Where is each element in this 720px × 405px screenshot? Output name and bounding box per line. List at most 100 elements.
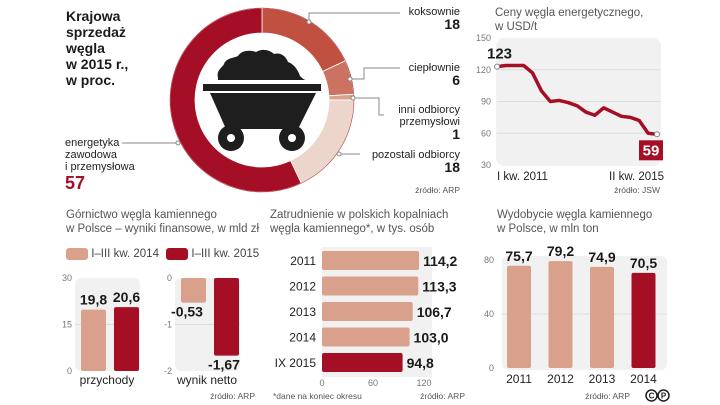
bar-value-label: 75,7	[505, 248, 532, 264]
slice-label: energetyka	[65, 137, 120, 149]
pie-title-line: węgla	[66, 40, 105, 56]
leader-dot	[336, 151, 342, 157]
bar-value-label: 113,3	[422, 279, 456, 295]
y-tick-label: 15	[62, 320, 72, 330]
y-tick-label: -1	[164, 320, 172, 330]
leader-line-cieplownie	[350, 67, 400, 80]
x-label-start: I kw. 2011	[497, 171, 548, 183]
pie-title-line: w 2015 r.,	[66, 56, 129, 72]
y-tick-label: 30	[481, 160, 491, 170]
bar-przychody-1	[114, 307, 139, 371]
start-point	[494, 63, 500, 70]
category-label: 2011	[290, 254, 316, 268]
y-tick-label: 0	[167, 273, 172, 283]
plot-background	[502, 256, 667, 370]
category-label: 2014	[630, 372, 657, 385]
category-label: przychody	[80, 373, 135, 387]
finance-title-line: w Polsce – wyniki finansowe, w mld zł	[66, 223, 260, 235]
bar-wynik-netto-0	[181, 278, 206, 303]
coal-cart-icon	[203, 49, 321, 151]
slice-value: 6	[452, 72, 460, 88]
category-label: 2013	[589, 372, 616, 385]
slice-value: 18	[444, 159, 460, 175]
employment-title-line: węgla kamiennego*, w tys. osób	[270, 223, 435, 235]
pie-title-line: Krajowa	[66, 8, 121, 24]
x-tick-label: 60	[368, 378, 378, 388]
bar-value-label: 114,2	[423, 253, 457, 269]
price-source: źródło: JSW	[614, 185, 660, 195]
employment-footnote: *dane na koniec okresu	[273, 391, 362, 401]
bar-value-label: 20,6	[113, 289, 140, 305]
leader-dot	[175, 140, 181, 146]
bar-2013	[322, 302, 413, 321]
svg-text:C: C	[649, 392, 655, 401]
bar-2011	[507, 265, 531, 368]
category-label: wynik netto	[176, 373, 237, 387]
bar-value-label: 19,8	[80, 292, 107, 308]
production-title-line: Wydobycie węgla kamiennego	[497, 209, 653, 221]
end-value-label: 59	[643, 142, 660, 159]
pie-label-koksownie: koksownie 18	[360, 6, 460, 32]
bar-value-label: 94,8	[407, 355, 434, 371]
category-label: IX 2015	[275, 356, 317, 370]
category-label: 2014	[289, 331, 316, 345]
y-tick-label: 60	[481, 128, 491, 138]
svg-text:P: P	[661, 392, 667, 401]
y-tick-label: 30	[62, 273, 72, 283]
bar-value-label: 106,7	[417, 304, 452, 320]
bar-przychody-0	[81, 309, 106, 371]
y-tick-label: 150	[476, 33, 491, 43]
pie-label-cieplownie: ciepłownie 6	[360, 62, 460, 88]
pie-label-inni: inni odbiorcy przemysłowi 1	[360, 104, 460, 142]
slice-label: koksownie	[408, 6, 460, 18]
leader-line-koksownie	[308, 12, 400, 22]
x-label-end: II kw. 2015	[609, 171, 664, 183]
bar-IX-2015	[322, 353, 403, 372]
bar-2012	[548, 261, 573, 368]
category-label: 2012	[547, 372, 574, 385]
pie-title-line: w proc.	[66, 72, 116, 88]
category-label: 2012	[289, 280, 316, 294]
end-value-box	[639, 140, 663, 161]
pie-title: Krajowa sprzedaż węgla w 2015 r., w proc…	[66, 8, 128, 88]
pie-label-energetyka: energetyka zawodowa i przemysłowa 57	[65, 137, 135, 193]
y-tick-label: 0	[67, 366, 72, 376]
pie-title-line: sprzedaż	[66, 24, 126, 40]
slice-value: 18	[444, 16, 460, 32]
price-line	[496, 63, 658, 137]
bar-2014	[631, 272, 656, 368]
slice-label: zawodowa	[65, 149, 117, 161]
bar-2011	[322, 251, 420, 270]
legend-swatch-2015	[166, 248, 189, 260]
employment-title-line: Zatrudnienie w polskich kopalniach	[270, 209, 449, 221]
price-title: Ceny węgla energetycznego, w USD/t	[495, 6, 643, 34]
slice-label: i przemysłowa	[65, 161, 135, 173]
start-value-label: 123	[487, 46, 512, 63]
slice-value: 57	[65, 173, 86, 193]
y-tick-label: -2	[164, 366, 172, 376]
pie-label-pozostali: pozostali odbiorcy 18	[350, 149, 460, 175]
x-tick-label: 0	[319, 378, 324, 388]
slice-label: inni odbiorcy	[398, 104, 460, 116]
leader-dot	[306, 19, 312, 25]
production-source: źródło: ARP	[585, 391, 630, 401]
bar-2013	[590, 266, 614, 368]
category-label: 2013	[289, 305, 316, 319]
bar-wynik-netto-1	[214, 278, 239, 356]
finance-title-line: Górnictwo węgla kamiennego	[66, 209, 217, 221]
cp-logo-icon: C P	[645, 389, 670, 402]
y-tick-label: 40	[484, 309, 494, 319]
bar-value-label: -1,67	[208, 357, 240, 373]
bar-value-label: 70,5	[630, 255, 657, 271]
end-point	[654, 131, 660, 138]
slice-label: pozostali odbiorcy	[371, 149, 460, 161]
category-label: 2011	[506, 372, 532, 385]
bar-value-label: -0,53	[171, 304, 203, 320]
slice-value: 1	[452, 126, 460, 142]
bar-value-label: 74,9	[588, 249, 615, 265]
price-title-line: w USD/t	[495, 21, 538, 33]
slice-label: przemysłowi	[399, 116, 460, 128]
finance-bar-chart: 30 15 0 19,8 20,6 0 -1 -2 -0,53 -1,67 przychody w…	[62, 273, 240, 387]
donut-chart	[122, 7, 400, 193]
bar-2014	[322, 327, 410, 347]
